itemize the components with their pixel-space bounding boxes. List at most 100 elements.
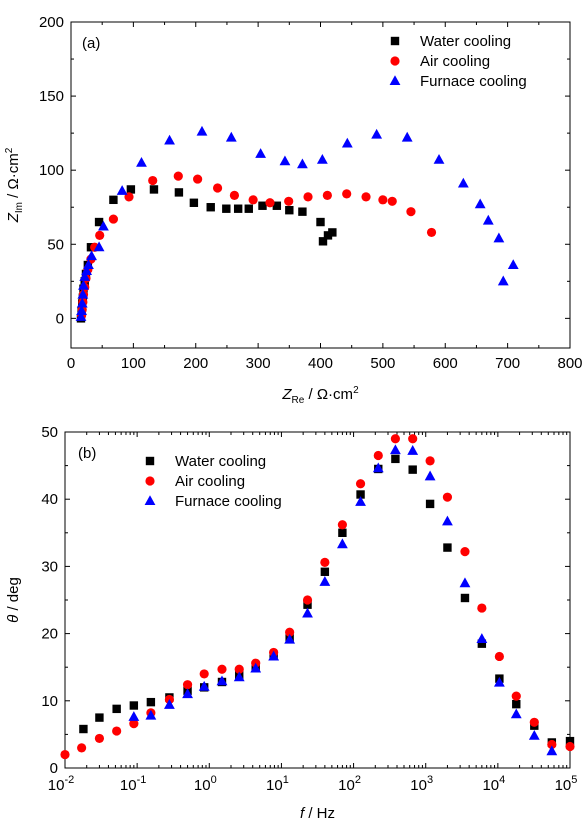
- y-tick-label: 20: [41, 626, 58, 643]
- legend-label-furnace: Furnace cooling: [420, 73, 527, 90]
- data-point-air: [390, 434, 400, 444]
- data-point-water: [95, 713, 104, 722]
- data-point-air: [77, 743, 87, 753]
- plot-frame: [70, 21, 571, 349]
- data-point-air: [408, 434, 418, 444]
- series-air: [60, 434, 575, 760]
- data-point-air: [387, 196, 397, 206]
- data-point-water: [112, 704, 121, 714]
- x-tick-label: 400: [308, 355, 333, 372]
- data-point-water: [320, 567, 330, 576]
- legend: Water cooling Air cooling Furnace cooling: [389, 33, 527, 90]
- data-point-water: [222, 204, 231, 213]
- legend: Water cooling Air cooling Furnace cooling: [144, 453, 282, 510]
- data-point-furnace: [225, 131, 237, 142]
- x-tick-label: 500: [370, 355, 395, 372]
- data-point-water: [285, 205, 294, 215]
- data-point-air: [193, 174, 203, 184]
- panel-label: (a): [82, 35, 100, 52]
- data-point-air: [173, 171, 183, 181]
- data-point-water: [109, 195, 118, 205]
- data-point-air: [94, 733, 105, 744]
- data-point-air: [108, 214, 119, 224]
- data-point-furnace: [76, 297, 88, 308]
- data-point-water: [79, 724, 88, 734]
- data-point-furnace: [297, 158, 308, 169]
- data-point-furnace: [482, 214, 494, 225]
- legend-label-water: Water cooling: [175, 453, 266, 470]
- data-point-furnace: [474, 198, 486, 209]
- data-point-water: [244, 204, 253, 213]
- data-point-water: [146, 697, 156, 707]
- data-point-furnace: [128, 711, 140, 721]
- x-tick-label: 102: [338, 774, 361, 794]
- data-point-water: [391, 454, 400, 464]
- data-point-water: [272, 201, 282, 210]
- data-point-air: [477, 603, 487, 613]
- legend-marker-water: [145, 456, 155, 466]
- series-furnace: [75, 125, 519, 321]
- data-point-furnace: [302, 607, 313, 618]
- data-point-furnace: [198, 680, 210, 691]
- data-point-air: [199, 669, 209, 679]
- x-tick-label: 700: [495, 355, 520, 372]
- data-point-furnace: [255, 148, 267, 158]
- data-point-furnace: [145, 709, 157, 720]
- legend-marker-water: [390, 36, 400, 46]
- data-point-water: [206, 203, 215, 212]
- data-point-water: [318, 237, 328, 246]
- data-point-furnace: [79, 271, 91, 281]
- data-point-furnace: [507, 259, 519, 270]
- data-point-air: [460, 547, 470, 557]
- data-point-water: [323, 231, 333, 240]
- x-tick-label: 105: [555, 774, 578, 794]
- y-tick-label: 0: [56, 310, 64, 327]
- data-point-furnace: [493, 232, 505, 243]
- data-point-furnace: [476, 633, 488, 643]
- chart-panel-a: 0 50 100 150 200 0 100 200 300 400 500 600 700 800 ZRe…: [4, 14, 583, 406]
- data-point-air: [284, 196, 294, 206]
- data-point-water: [565, 736, 575, 746]
- data-point-air: [265, 198, 275, 208]
- data-point-water: [149, 185, 159, 194]
- data-point-furnace: [389, 444, 401, 455]
- data-point-air: [234, 664, 244, 674]
- data-point-furnace: [497, 275, 509, 286]
- x-tick-label: 103: [410, 774, 433, 794]
- panel-label: (b): [78, 445, 96, 462]
- data-point-air: [373, 450, 383, 461]
- data-point-furnace: [407, 445, 419, 455]
- data-point-air: [511, 691, 521, 701]
- data-point-furnace: [76, 305, 88, 315]
- data-point-water: [174, 188, 184, 197]
- data-point-furnace: [75, 311, 87, 321]
- data-point-water: [356, 490, 365, 499]
- legend-label-air: Air cooling: [175, 473, 245, 490]
- data-point-furnace: [233, 671, 245, 682]
- data-point-furnace: [77, 288, 89, 299]
- x-tick-label: 800: [557, 355, 582, 372]
- series-air: [77, 171, 437, 320]
- data-point-water: [233, 204, 243, 213]
- data-point-furnace: [459, 577, 471, 588]
- data-point-air: [442, 492, 453, 502]
- data-point-air: [406, 207, 416, 217]
- data-point-air: [60, 749, 70, 760]
- x-tick-label: 600: [433, 355, 458, 372]
- chart-panel-b: 0 10 20 30 40 50 10-2 10-1 100 101 102 103 104 105 f /…: [5, 424, 577, 822]
- data-point-air: [217, 664, 227, 674]
- x-tick-label: 100: [194, 774, 217, 794]
- y-tick-label: 40: [41, 491, 58, 508]
- legend-label-furnace: Furnace cooling: [175, 493, 282, 510]
- legend-marker-furnace: [389, 75, 401, 85]
- data-point-air: [148, 175, 158, 186]
- y-axis-title: θ / deg: [5, 577, 22, 623]
- x-tick-label: 104: [482, 774, 505, 794]
- data-point-furnace: [341, 137, 353, 148]
- data-point-air: [547, 739, 557, 750]
- data-point-furnace: [98, 220, 109, 231]
- data-point-furnace: [316, 154, 328, 164]
- data-point-furnace: [78, 279, 89, 290]
- data-point-air: [95, 230, 105, 240]
